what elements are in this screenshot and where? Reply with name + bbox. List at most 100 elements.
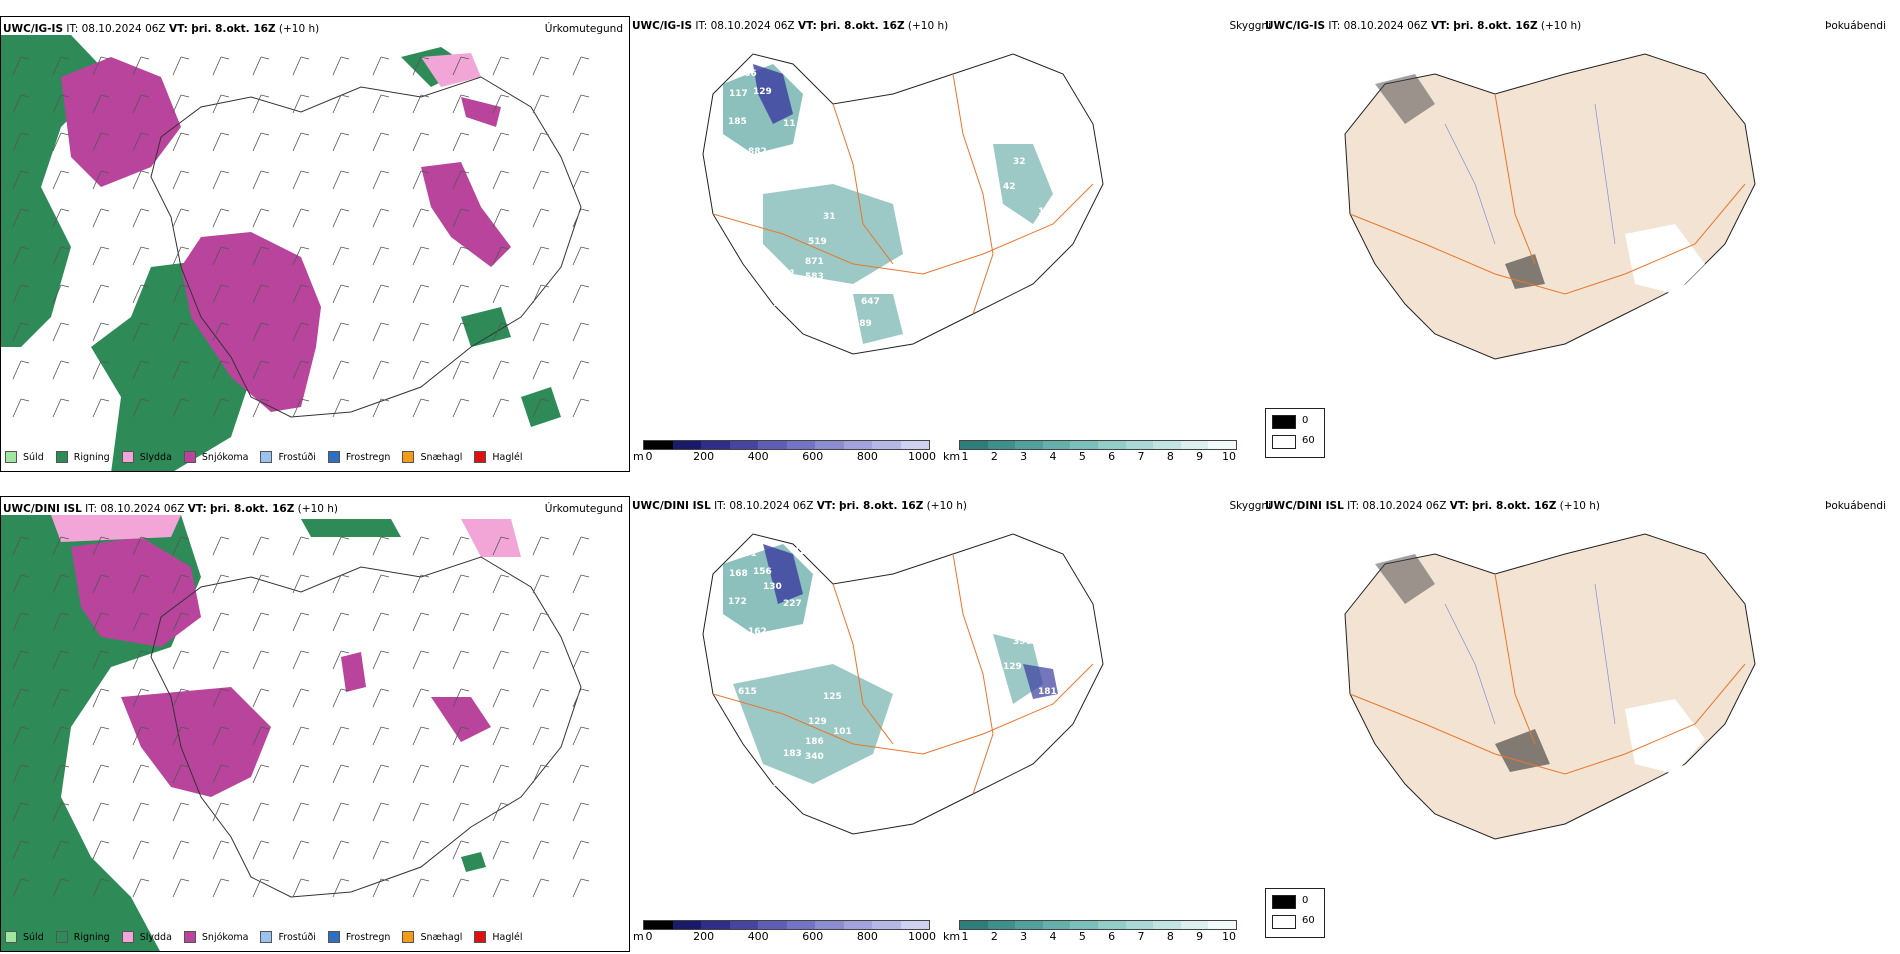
wind-barb	[412, 94, 430, 114]
colorbar-tick: 1000	[908, 450, 936, 463]
wind-barb	[412, 764, 430, 784]
wind-barbs	[12, 56, 590, 418]
roads	[1349, 573, 1746, 775]
wind-barb	[572, 650, 590, 670]
colorbar-tick: 4	[1049, 450, 1057, 463]
colorbar-tick: 1	[961, 930, 969, 943]
fog-map-top	[1344, 53, 1756, 360]
wind-barb	[92, 726, 110, 746]
wind-barb	[372, 170, 390, 190]
lead-time: (+10 h)	[907, 20, 949, 32]
vt-label: VT:	[1430, 20, 1450, 32]
wind-barb	[292, 612, 310, 632]
legend-swatch	[183, 931, 196, 943]
colorbar-unit: km	[943, 450, 961, 463]
roads	[1349, 93, 1746, 295]
elevation-mark: 647	[861, 297, 880, 307]
colorbar-segment	[1015, 921, 1043, 929]
lead-time: (+10 h)	[1559, 500, 1601, 512]
lead-time: (+10 h)	[1540, 20, 1582, 32]
wind-barb	[12, 574, 30, 594]
wind-barb	[452, 840, 470, 860]
colorbar-segment	[701, 921, 730, 929]
wind-barb	[372, 726, 390, 746]
colorbar-swatches	[643, 440, 930, 450]
it-label: IT:	[1328, 20, 1341, 32]
wind-barb	[372, 840, 390, 860]
elevation-mark: 311	[861, 777, 880, 787]
wind-barb	[372, 574, 390, 594]
fog-label-0: 0	[1302, 415, 1309, 426]
wind-barb	[212, 574, 230, 594]
wind-barb	[492, 802, 510, 822]
wind-barb	[172, 360, 190, 380]
wind-barb	[412, 360, 430, 380]
wind-barb	[252, 764, 270, 784]
wind-barb	[92, 208, 110, 228]
colorbar-unit: m	[633, 930, 644, 943]
wind-barb	[492, 688, 510, 708]
wind-barb	[52, 688, 70, 708]
legend-swatch	[260, 451, 273, 463]
wind-barb	[412, 612, 430, 632]
wind-barb	[332, 208, 350, 228]
elevation-colorbar: m 0 200 400 600 800 1000	[633, 920, 936, 948]
wind-barb	[372, 398, 390, 418]
wind-barb	[532, 536, 550, 556]
row-top: UWC/IG-IS IT: 08.10.2024 06Z VT: þri. 8.…	[0, 14, 1900, 474]
wind-barb	[532, 764, 550, 784]
wind-barb	[492, 322, 510, 342]
legend-item: Frostúði	[260, 931, 316, 943]
wind-barb	[172, 398, 190, 418]
colorbar-segment	[872, 921, 901, 929]
fog-legend-top: 0 60	[1265, 408, 1325, 458]
wind-barb	[372, 612, 390, 632]
rain-area	[301, 519, 401, 537]
wind-barb	[212, 726, 230, 746]
legend-swatch	[474, 931, 487, 943]
elevation-mark: 11	[783, 269, 796, 279]
wind-barb	[492, 398, 510, 418]
wind-barb	[212, 398, 230, 418]
elevation-marks: 106 117 129 185 11 882 785 31 519 871 11 583 16 647 28…	[728, 69, 1086, 329]
wind-barb	[492, 56, 510, 76]
colorbar-tick: 600	[802, 450, 824, 463]
legend-swatch	[121, 451, 134, 463]
init-time: 08.10.2024 06Z	[729, 500, 814, 512]
wind-barb	[412, 208, 430, 228]
wind-barb	[172, 94, 190, 114]
cloud-header-bottom: UWC/DINI ISL IT: 08.10.2024 06Z VT: þri.…	[632, 500, 967, 512]
wind-barb	[412, 284, 430, 304]
wind-barb	[492, 284, 510, 304]
wind-barb	[12, 322, 30, 342]
wind-barb	[332, 688, 350, 708]
legend-label: Snæhagl	[420, 931, 463, 943]
wind-barb	[172, 170, 190, 190]
fog-swatch-0	[1272, 895, 1296, 909]
colorbar-segment	[1042, 921, 1071, 929]
wind-barb	[412, 398, 430, 418]
wind-barb	[12, 612, 30, 632]
wind-barb	[332, 840, 350, 860]
wind-barb	[292, 398, 310, 418]
wind-barb	[292, 94, 310, 114]
fog-label-60: 60	[1302, 435, 1315, 446]
sleet-area	[421, 53, 481, 87]
wind-barb	[12, 56, 30, 76]
wind-barb	[452, 360, 470, 380]
wind-barb	[12, 878, 30, 898]
wind-barb	[52, 726, 70, 746]
wind-barb	[292, 170, 310, 190]
wind-barb	[172, 246, 190, 266]
snow-area	[341, 652, 366, 692]
wind-barb	[212, 208, 230, 228]
wind-barb	[332, 398, 350, 418]
fog-area	[1495, 729, 1550, 772]
wind-barb	[172, 688, 190, 708]
wind-barb	[452, 284, 470, 304]
wind-barb	[372, 322, 390, 342]
wind-barb	[252, 360, 270, 380]
cloud-header-top: UWC/IG-IS IT: 08.10.2024 06Z VT: þri. 8.…	[632, 20, 948, 32]
terrain-area	[753, 64, 793, 124]
wind-barb	[12, 94, 30, 114]
